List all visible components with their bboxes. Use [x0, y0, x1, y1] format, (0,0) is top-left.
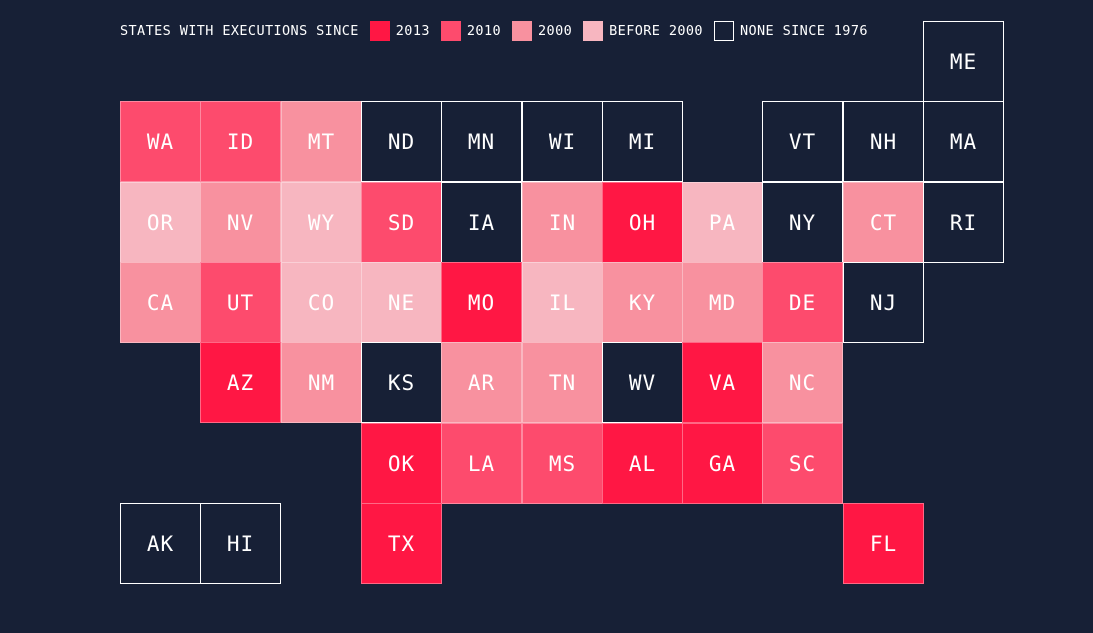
state-tile-va: VA	[682, 342, 763, 423]
state-tile-co: CO	[281, 262, 362, 343]
legend-item-2000: 2000	[512, 21, 572, 41]
legend-label-2010: 2010	[466, 23, 502, 39]
state-tile-mt: MT	[281, 101, 362, 182]
state-tile-nj: NJ	[843, 262, 924, 343]
state-tile-hi: HI	[200, 503, 281, 584]
state-tile-id: ID	[200, 101, 281, 182]
state-tile-wv: WV	[602, 342, 683, 423]
state-tile-ne: NE	[361, 262, 442, 343]
state-tile-il: IL	[522, 262, 603, 343]
state-tile-ga: GA	[682, 423, 763, 504]
state-tile-nm: NM	[281, 342, 362, 423]
state-tile-pa: PA	[682, 182, 763, 263]
state-tile-ar: AR	[441, 342, 522, 423]
state-tile-sc: SC	[762, 423, 843, 504]
legend-swatch-before2000	[583, 21, 604, 41]
legend-item-2013: 2013	[369, 21, 430, 41]
state-tile-al: AL	[602, 423, 683, 504]
state-tile-mn: MN	[441, 101, 522, 182]
state-tile-la: LA	[441, 423, 522, 504]
state-tile-me: ME	[923, 21, 1004, 102]
state-tile-ct: CT	[843, 182, 924, 263]
legend-swatch-2010	[440, 21, 461, 41]
state-tile-de: DE	[762, 262, 843, 343]
state-tile-mo: MO	[441, 262, 522, 343]
state-tile-wa: WA	[120, 101, 201, 182]
state-tile-tx: TX	[361, 503, 442, 584]
state-tile-or: OR	[120, 182, 201, 263]
legend-swatch-2013	[369, 21, 390, 41]
state-tile-ny: NY	[762, 182, 843, 263]
state-tile-ia: IA	[441, 182, 522, 263]
state-tile-ri: RI	[923, 182, 1004, 263]
state-tile-wi: WI	[522, 101, 603, 182]
legend-label-none: NONE SINCE 1976	[739, 23, 868, 39]
state-tile-ma: MA	[923, 101, 1004, 182]
state-tile-ut: UT	[200, 262, 281, 343]
legend-title: STATES WITH EXECUTIONS SINCE	[120, 23, 359, 39]
state-tile-ks: KS	[361, 342, 442, 423]
state-tile-nv: NV	[200, 182, 281, 263]
state-tile-sd: SD	[361, 182, 442, 263]
legend-item-before2000: BEFORE 2000	[583, 21, 703, 41]
state-tile-nc: NC	[762, 342, 843, 423]
legend-label-2000: 2000	[538, 23, 573, 39]
legend-swatch-none	[713, 21, 734, 41]
state-tile-ms: MS	[522, 423, 603, 504]
state-tile-oh: OH	[602, 182, 683, 263]
state-tile-vt: VT	[762, 101, 843, 182]
state-tile-md: MD	[682, 262, 763, 343]
state-tile-nd: ND	[361, 101, 442, 182]
legend-item-none: NONE SINCE 1976	[713, 21, 868, 41]
legend-item-2010: 2010	[440, 21, 502, 41]
legend-label-before2000: BEFORE 2000	[609, 23, 703, 39]
state-tile-in: IN	[522, 182, 603, 263]
state-tile-az: AZ	[200, 342, 281, 423]
legend-label-2013: 2013	[395, 23, 430, 39]
state-tile-tn: TN	[522, 342, 603, 423]
state-tile-ca: CA	[120, 262, 201, 343]
state-tile-nh: NH	[843, 101, 924, 182]
state-tile-mi: MI	[602, 101, 683, 182]
state-tile-ky: KY	[602, 262, 683, 343]
state-tile-ak: AK	[120, 503, 201, 584]
legend-swatch-2000	[512, 21, 533, 41]
state-tile-ok: OK	[361, 423, 442, 504]
legend-items: 2013 2010 2000 BEFORE 2000 NONE SINCE 1976	[369, 21, 879, 41]
state-tile-fl: FL	[843, 503, 924, 584]
legend: STATES WITH EXECUTIONS SINCE 2013 2010 200…	[120, 20, 879, 42]
state-tile-wy: WY	[281, 182, 362, 263]
